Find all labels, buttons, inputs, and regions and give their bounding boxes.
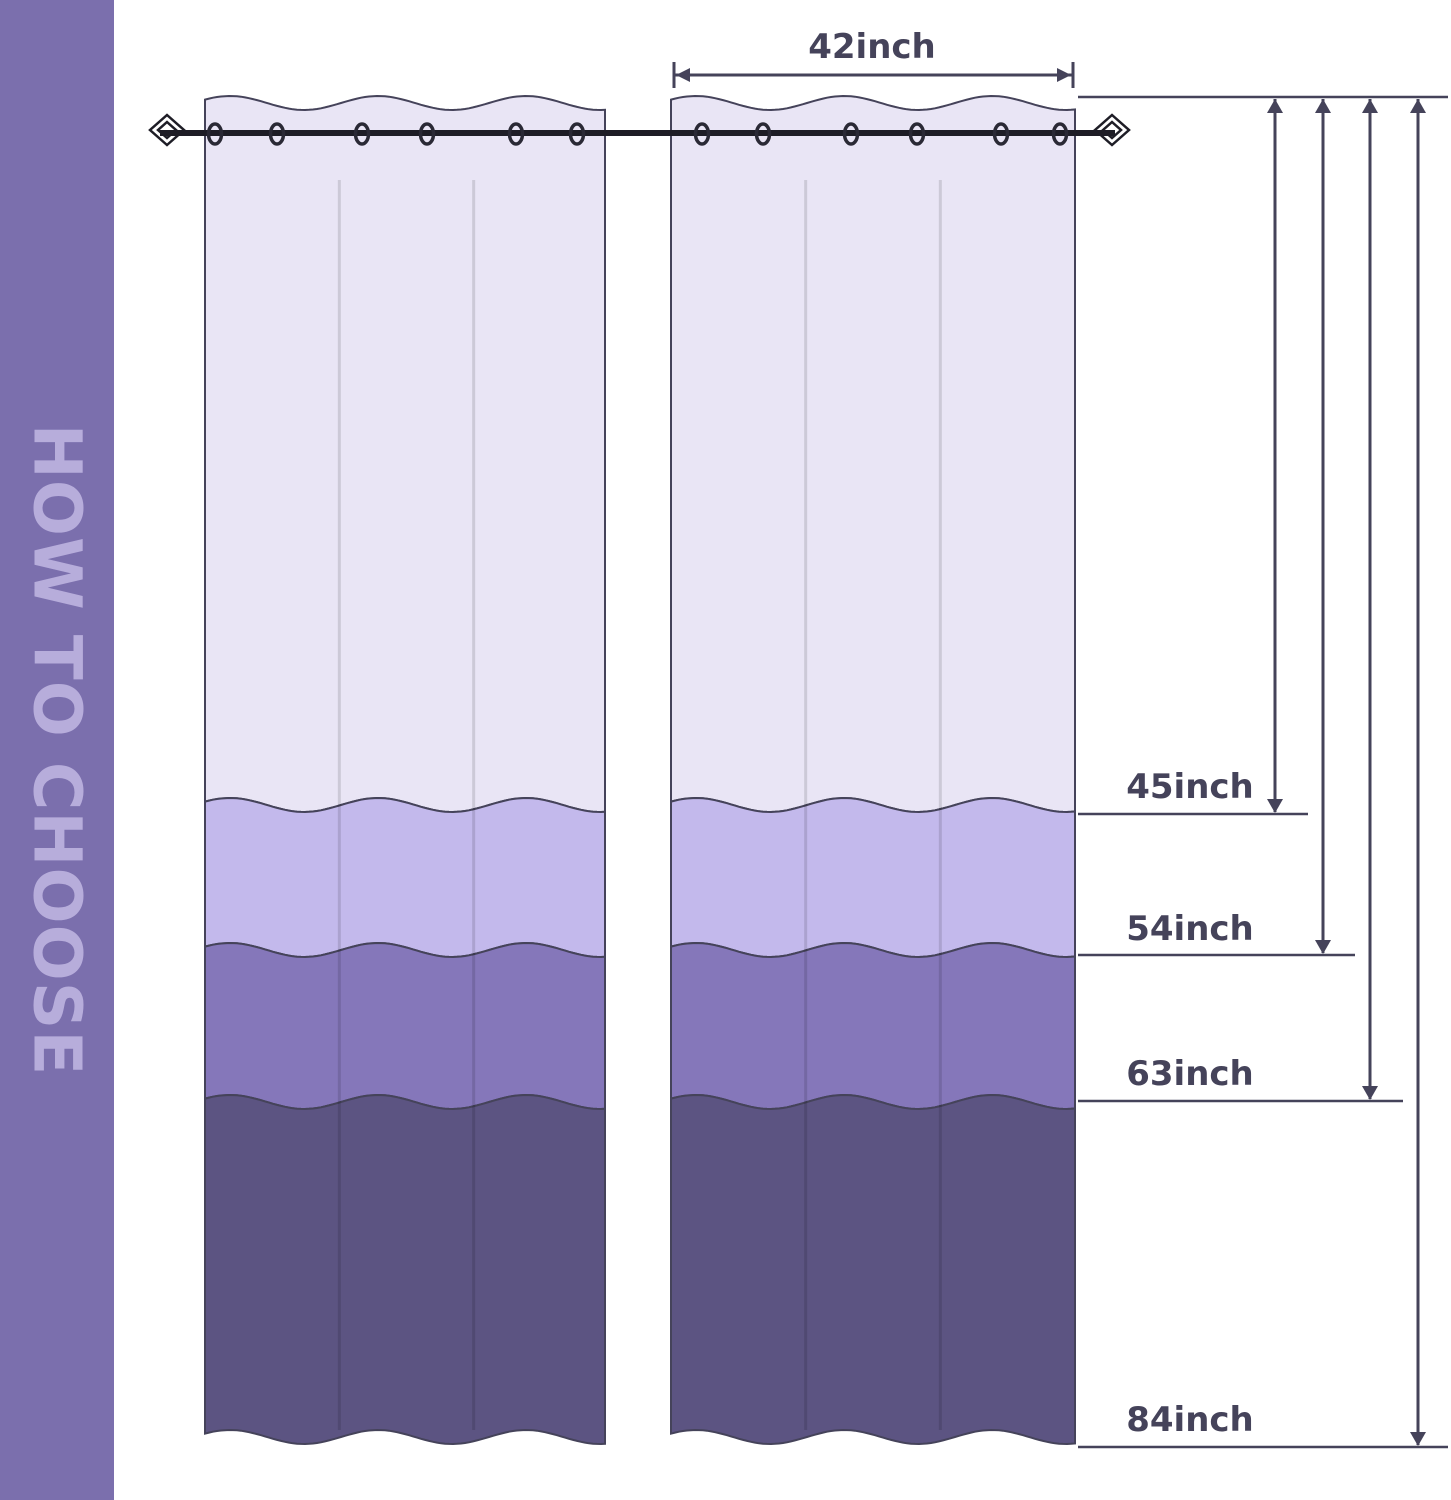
- arrowhead: [1267, 799, 1283, 813]
- length-label-45: 45inch: [1126, 767, 1254, 807]
- grommet: [206, 122, 224, 146]
- curtain-band-dark: [670, 1093, 1076, 1446]
- curtain-band-dark: [204, 1093, 606, 1446]
- curtain-band-light: [670, 796, 1076, 959]
- sidebar: HOW TO CHOOSE: [0, 0, 114, 1500]
- arrowhead: [1410, 1432, 1426, 1446]
- width-label: 42inch: [808, 27, 936, 67]
- arrowhead: [1362, 1086, 1378, 1100]
- grommet: [754, 122, 772, 146]
- curtain-band-top: [670, 94, 1076, 814]
- grommet: [693, 122, 711, 146]
- finial-shape: [148, 113, 186, 147]
- length-label-63: 63inch: [1126, 1054, 1254, 1094]
- arrowhead: [1315, 99, 1331, 113]
- grommet: [507, 122, 525, 146]
- grommet: [418, 122, 436, 146]
- arrowhead: [1315, 940, 1331, 954]
- arrowhead: [1267, 99, 1283, 113]
- grommet: [353, 122, 371, 146]
- finial-icon: [1093, 113, 1131, 147]
- finial-icon: [148, 113, 186, 147]
- grommet: [992, 122, 1010, 146]
- arrowhead: [1362, 99, 1378, 113]
- curtain-band-mid: [204, 941, 606, 1111]
- finial-shape: [1093, 113, 1131, 147]
- grommet: [268, 122, 286, 146]
- curtain-panel-left: [204, 94, 606, 1446]
- grommet: [908, 122, 926, 146]
- grommet: [1051, 122, 1069, 146]
- curtain-panel-right: [670, 94, 1076, 1446]
- curtain-band-light: [204, 796, 606, 959]
- grommet: [568, 122, 586, 146]
- arrowhead: [1057, 68, 1071, 82]
- length-label-84: 84inch: [1126, 1400, 1254, 1440]
- length-label-54: 54inch: [1126, 909, 1254, 949]
- curtain-band-mid: [670, 941, 1076, 1111]
- curtain-band-top: [204, 94, 606, 814]
- grommet: [842, 122, 860, 146]
- arrowhead: [1410, 99, 1426, 113]
- arrowhead: [676, 68, 690, 82]
